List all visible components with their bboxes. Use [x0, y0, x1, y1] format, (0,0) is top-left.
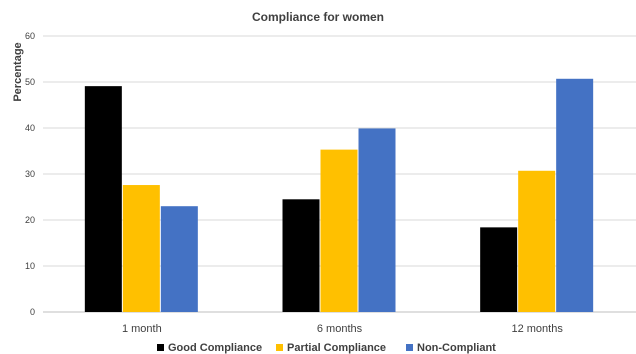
bar-non-compliant	[358, 128, 396, 312]
y-tick-label: 20	[25, 215, 35, 225]
bar-good-compliance	[282, 199, 320, 312]
y-tick-label: 60	[25, 31, 35, 41]
y-tick-label: 10	[25, 261, 35, 271]
bar-partial-compliance	[122, 185, 160, 312]
x-category-label: 12 months	[511, 323, 563, 335]
legend-label: Non-Compliant	[417, 342, 496, 354]
x-axis-categories: 1 month 6 months 12 months	[122, 323, 563, 335]
legend-swatch	[157, 344, 164, 351]
y-tick-label: 50	[25, 77, 35, 87]
bar-good-compliance	[84, 86, 122, 312]
chart-title: Compliance for women	[252, 10, 384, 24]
legend-label: Good Compliance	[168, 342, 262, 354]
bar-non-compliant	[160, 206, 198, 312]
y-tick-label: 0	[30, 307, 35, 317]
bar-partial-compliance	[518, 170, 556, 312]
bar-good-compliance	[480, 227, 518, 312]
x-category-label: 1 month	[122, 323, 162, 335]
x-category-label: 6 months	[317, 323, 363, 335]
y-axis-ticks: 0 10 20 30 40 50 60	[25, 31, 35, 317]
y-axis-label: Percentage	[12, 42, 24, 101]
legend-swatch	[276, 344, 283, 351]
bar-non-compliant	[556, 78, 594, 312]
legend-swatch	[406, 344, 413, 351]
y-tick-label: 40	[25, 123, 35, 133]
y-tick-label: 30	[25, 169, 35, 179]
legend: Good Compliance Partial Compliance Non-Com…	[157, 342, 496, 354]
bars	[84, 78, 594, 312]
legend-label: Partial Compliance	[287, 342, 386, 354]
bar-partial-compliance	[320, 149, 358, 312]
